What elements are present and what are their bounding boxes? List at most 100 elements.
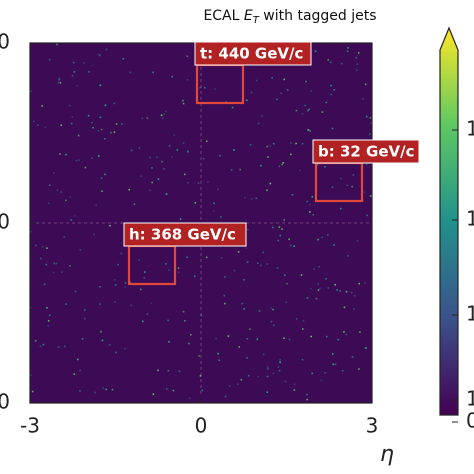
x-axis-label: η	[380, 442, 394, 467]
hit-cell	[165, 263, 167, 265]
hit-cell	[161, 117, 164, 119]
hit-cell	[278, 369, 281, 372]
x-tick-label: 3	[366, 414, 379, 438]
hit-cell	[228, 385, 231, 387]
hit-cell	[364, 282, 366, 284]
hit-cell	[284, 380, 287, 383]
hit-cell	[78, 159, 81, 161]
hit-cell	[250, 91, 253, 94]
hit-cell	[325, 335, 328, 338]
hit-cell	[366, 214, 368, 217]
hit-cell	[295, 318, 298, 320]
hit-cell	[182, 99, 184, 102]
hit-cell	[82, 62, 85, 64]
hit-cell	[30, 306, 32, 309]
hit-cell	[197, 182, 200, 184]
hit-cell	[109, 224, 111, 227]
hit-cell	[316, 164, 319, 166]
hit-cell	[198, 355, 200, 357]
hit-cell	[193, 275, 196, 278]
hit-cell	[295, 109, 298, 112]
hit-cell	[353, 294, 356, 297]
hit-cell	[340, 62, 343, 65]
hit-cell	[293, 245, 295, 248]
hit-cell	[99, 303, 101, 305]
hit-cell	[144, 271, 146, 273]
hit-cell	[320, 379, 323, 382]
hit-cell	[167, 369, 170, 372]
hit-cell	[115, 351, 117, 354]
hit-cell	[61, 271, 63, 273]
hit-cell	[87, 114, 90, 117]
hit-cell	[256, 338, 259, 341]
hit-cell	[64, 345, 66, 348]
hit-cell	[79, 369, 82, 372]
hit-cell	[143, 277, 146, 279]
hit-cell	[105, 388, 108, 391]
hit-cell	[121, 123, 123, 125]
hit-cell	[291, 194, 294, 196]
hit-cell	[305, 80, 307, 83]
hit-cell	[329, 61, 332, 64]
hit-cell	[364, 347, 367, 349]
hit-cell	[115, 123, 118, 125]
hit-cell	[182, 102, 185, 105]
y-tick-label: 0	[0, 210, 10, 234]
hit-cell	[187, 181, 189, 184]
hit-cell	[368, 133, 371, 136]
colorbar-tick-label: 1	[466, 207, 474, 231]
hit-cell	[58, 78, 60, 81]
hit-cell	[255, 197, 258, 200]
hit-cell	[72, 61, 75, 64]
hit-cell	[75, 159, 78, 162]
hit-cell	[247, 374, 250, 377]
jet-label-bg	[312, 139, 420, 164]
hit-cell	[70, 122, 73, 125]
hit-cell	[171, 75, 174, 78]
hit-cell	[168, 145, 171, 147]
hit-cell	[312, 213, 315, 216]
hit-cell	[309, 211, 311, 213]
hit-cell	[150, 302, 153, 304]
jet-label: t: 440 GeV/c	[200, 45, 303, 63]
hit-cell	[334, 363, 337, 366]
hit-cell	[333, 88, 336, 91]
hit-cell	[55, 262, 58, 265]
hit-cell	[213, 202, 215, 205]
hit-cell	[317, 289, 320, 291]
hit-cell	[351, 356, 354, 358]
hit-cell	[215, 337, 217, 340]
hit-cell	[202, 157, 205, 160]
hit-cell	[288, 238, 290, 241]
hit-cell	[172, 389, 175, 392]
hit-cell	[30, 90, 33, 93]
hit-cell	[358, 282, 360, 285]
hit-cell	[224, 302, 226, 305]
hit-cell	[99, 84, 102, 87]
hit-cell	[56, 43, 58, 46]
hit-cell	[73, 71, 76, 73]
hit-cell	[47, 319, 50, 322]
hit-cell	[277, 239, 280, 242]
hit-cell	[369, 116, 372, 119]
hit-cell	[331, 186, 334, 188]
hit-cell	[269, 182, 272, 185]
hit-cell	[302, 319, 305, 322]
hit-cell	[315, 297, 318, 300]
hit-cell	[199, 86, 201, 89]
hit-cell	[246, 356, 248, 359]
hit-cell	[243, 308, 245, 310]
hit-cell	[47, 325, 50, 327]
hit-cell	[129, 71, 132, 74]
hit-cell	[260, 164, 262, 167]
colorbar-tick-label: 1	[466, 387, 474, 411]
hit-cell	[186, 55, 189, 57]
hit-cell	[266, 366, 269, 368]
hit-cell	[272, 308, 274, 311]
hit-cell	[213, 210, 215, 212]
hit-cell	[183, 320, 186, 322]
hit-cell	[331, 127, 334, 130]
hit-cell	[100, 128, 103, 131]
hit-cell	[286, 282, 288, 285]
hit-cell	[186, 79, 189, 81]
